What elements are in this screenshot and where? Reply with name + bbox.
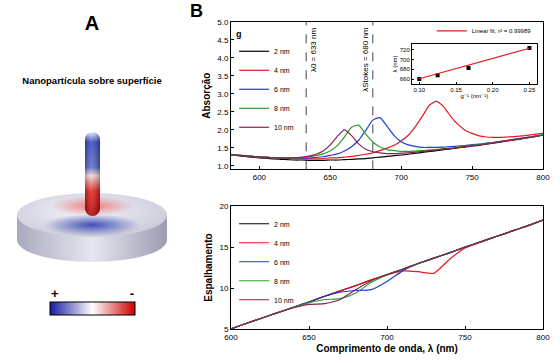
svg-text:10: 10 xyxy=(219,284,228,293)
svg-text:660: 660 xyxy=(400,76,411,82)
svg-text:600: 600 xyxy=(224,333,238,342)
svg-text:5.0: 5.0 xyxy=(217,18,229,27)
svg-text:1.5: 1.5 xyxy=(217,144,229,153)
svg-text:700: 700 xyxy=(400,57,411,63)
svg-text:2.0: 2.0 xyxy=(217,126,229,135)
svg-text:650: 650 xyxy=(302,333,316,342)
svg-text:8 nm: 8 nm xyxy=(274,105,290,112)
svg-text:3.0: 3.0 xyxy=(217,90,229,99)
svg-text:800: 800 xyxy=(536,333,550,342)
svg-text:700: 700 xyxy=(380,333,394,342)
svg-text:λStokes = 680 nm: λStokes = 680 nm xyxy=(361,27,370,92)
svg-text:4 nm: 4 nm xyxy=(274,240,290,247)
svg-text:4.5: 4.5 xyxy=(217,36,229,45)
svg-text:600: 600 xyxy=(253,173,267,182)
svg-text:0.25: 0.25 xyxy=(524,87,536,93)
svg-text:g⁻¹ (nm⁻¹): g⁻¹ (nm⁻¹) xyxy=(461,93,489,99)
svg-text:8 nm: 8 nm xyxy=(274,278,290,285)
svg-text:0.20: 0.20 xyxy=(487,87,499,93)
svg-text:680: 680 xyxy=(400,66,411,72)
svg-text:Linear fit, r² = 0.99989: Linear fit, r² = 0.99989 xyxy=(472,28,532,34)
svg-text:6 nm: 6 nm xyxy=(274,86,290,93)
svg-text:10 nm: 10 nm xyxy=(274,297,294,304)
svg-text:2 nm: 2 nm xyxy=(274,221,290,228)
svg-text:-: - xyxy=(130,286,134,301)
svg-text:0.10: 0.10 xyxy=(413,87,425,93)
svg-text:10 nm: 10 nm xyxy=(274,124,294,131)
svg-text:1.0: 1.0 xyxy=(217,162,229,171)
svg-text:Nanopartícula sobre superfície: Nanopartícula sobre superfície xyxy=(22,75,161,86)
svg-text:750: 750 xyxy=(458,333,472,342)
svg-text:Comprimento de onda, λ (nm): Comprimento de onda, λ (nm) xyxy=(316,343,458,354)
svg-text:4 nm: 4 nm xyxy=(274,67,290,74)
svg-text:Espalhamento: Espalhamento xyxy=(203,233,214,301)
svg-text:800: 800 xyxy=(536,173,550,182)
svg-text:A: A xyxy=(85,12,99,34)
svg-text:6 nm: 6 nm xyxy=(274,259,290,266)
svg-text:g: g xyxy=(236,29,242,39)
svg-text:+: + xyxy=(51,286,59,301)
svg-text:700: 700 xyxy=(395,173,409,182)
svg-text:0.15: 0.15 xyxy=(450,87,462,93)
html-text:B: B xyxy=(190,1,203,21)
svg-text:λ0 = 633 nm: λ0 = 633 nm xyxy=(309,28,318,73)
svg-text:20: 20 xyxy=(219,202,228,211)
svg-text:5: 5 xyxy=(224,325,229,334)
svg-text:2 nm: 2 nm xyxy=(274,48,290,55)
svg-text:15: 15 xyxy=(219,243,228,252)
svg-text:720: 720 xyxy=(400,47,411,53)
svg-text:λ (nm): λ (nm) xyxy=(392,55,398,72)
svg-text:750: 750 xyxy=(465,173,479,182)
svg-text:4.0: 4.0 xyxy=(217,54,229,63)
svg-text:650: 650 xyxy=(324,173,338,182)
svg-text:Absorção: Absorção xyxy=(201,73,212,119)
svg-text:3.5: 3.5 xyxy=(217,72,229,81)
svg-text:2.5: 2.5 xyxy=(217,108,229,117)
